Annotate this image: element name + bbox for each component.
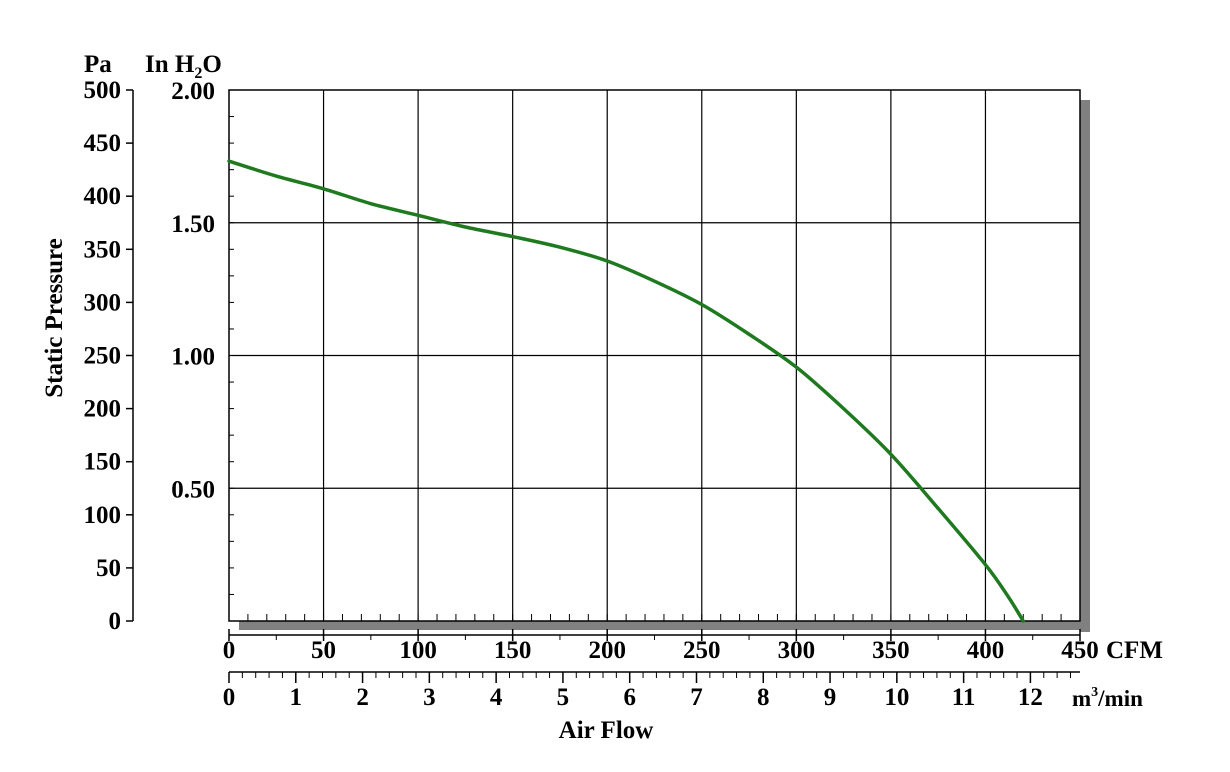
x-tick-label-m3min: 11 [952,684,976,711]
y-unit-pa-label: Pa [84,51,112,78]
grid-lines [229,90,1080,621]
x-tick-label-m3min: 3 [423,684,436,711]
x-tick-label-cfm: 150 [494,637,532,664]
plot-shadow-right [1080,100,1090,632]
x-tick-label-cfm: 100 [399,637,437,664]
y-tick-label-pa: 500 [84,77,122,104]
y-tick-label-inh2o: 0.50 [171,476,215,503]
plot-shadow [239,100,1090,632]
pressure-curve-line [227,159,1026,623]
y-tick-label-inh2o: 1.50 [171,211,215,238]
y-tick-label-pa: 400 [84,183,122,210]
x-tick-label-cfm: 400 [967,637,1005,664]
x-tick-label-cfm: 250 [683,637,721,664]
plot-frame [228,89,1081,622]
y-axis-title: Static Pressure [41,238,68,397]
y-tick-label-pa: 100 [84,502,122,529]
x-tick-label-cfm: 50 [311,637,336,664]
x-axis-title: Air Flow [559,717,654,744]
minor-ticks [228,89,1081,622]
x-unit-cfm-label: CFM [1106,637,1163,664]
y-tick-label-inh2o: 1.00 [171,344,215,371]
y-tick-labels-pa: 0 50 100 150 200 250 300 350 400 450 500 [84,77,134,635]
x-tick-label-cfm: 200 [588,637,626,664]
x-tick-label-m3min: 4 [490,684,503,711]
y-tick-label-pa: 250 [84,343,122,370]
y-tick-label-pa: 50 [96,555,121,582]
y-tick-label-pa: 300 [84,289,122,316]
x-tick-label-m3min: 12 [1018,684,1043,711]
y-tick-label-pa: 350 [84,236,122,263]
x-tick-label-cfm: 300 [778,637,816,664]
x-tick-label-m3min: 8 [757,684,770,711]
x-tick-label-m3min: 7 [690,684,703,711]
plot-shadow-bottom [239,621,1090,630]
x-tick-label-m3min: 1 [290,684,303,711]
x-axis-cfm: 0 50 100 150 200 250 300 350 400 450 [223,629,1099,664]
y-tick-labels-inh2o: 0.50 1.00 1.50 2.00 [171,78,215,503]
y-tick-label-inh2o: 2.00 [171,78,215,105]
x-tick-label-m3min: 5 [557,684,570,711]
x-tick-label-m3min: 0 [223,684,236,711]
y-unit-inh2o-label: In H2O [145,51,222,82]
y-tick-label-pa: 450 [84,130,122,157]
x-unit-m3min-label: m3/min [1072,685,1143,711]
x-tick-label-m3min: 6 [623,684,636,711]
y-tick-label-pa: 200 [84,396,122,423]
x-tick-label-cfm: 350 [872,637,910,664]
x-axis-m3min: 0 1 2 3 4 5 6 7 8 9 10 11 12 [223,671,1080,711]
y-tick-label-pa: 150 [84,449,122,476]
x-tick-label-m3min: 10 [884,684,909,711]
x-tick-label-m3min: 9 [824,684,837,711]
x-tick-label-cfm: 0 [223,637,236,664]
x-tick-label-m3min: 2 [356,684,369,711]
series-layer [227,159,1026,623]
y-tick-label-pa: 0 [109,608,122,635]
x-tick-label-cfm: 450 [1061,637,1099,664]
